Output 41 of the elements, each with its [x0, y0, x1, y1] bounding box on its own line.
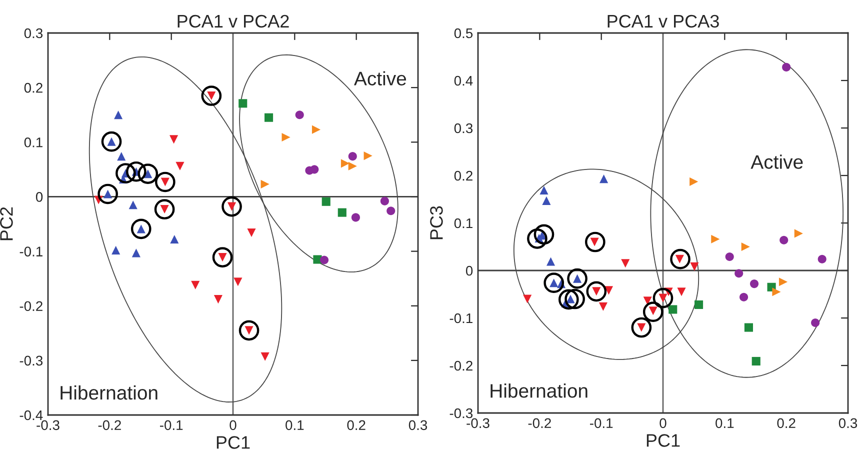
x-tick-label: 0.2: [777, 418, 796, 428]
x-tick-label: 0: [660, 418, 666, 428]
y-tick-label: -0.1: [450, 313, 472, 324]
x-tick-label: -0.1: [590, 418, 613, 428]
x-tick-label: 0.3: [838, 418, 858, 428]
annotation: Hibernation: [490, 383, 588, 398]
y-tick-label: 0.4: [454, 76, 473, 86]
x-tick-label: -0.3: [36, 420, 60, 430]
y-tick-label: -0.4: [20, 410, 43, 420]
y-tick-label: 0.3: [24, 28, 43, 38]
x-tick-label: 0.3: [408, 420, 428, 430]
y-tick-label: -0.2: [450, 360, 472, 371]
chart-title: PCA1 v PCA3: [608, 14, 719, 28]
y-tick-label: -0.3: [20, 356, 43, 366]
x-tick-label: 0.2: [347, 420, 366, 430]
x-tick-label: -0.2: [98, 420, 121, 430]
y-tick-label: -0.3: [450, 408, 473, 418]
y-tick-label: 0: [466, 266, 473, 276]
y-tick-label: 0.1: [454, 218, 472, 228]
x-axis-title: PC1: [646, 434, 680, 447]
x-axis-title: PC1: [216, 436, 250, 449]
annotation: Active: [354, 71, 406, 86]
y-tick-label: 0.1: [24, 137, 42, 148]
x-tick-label: 0: [230, 420, 236, 430]
y-tick-label: -0.2: [20, 301, 42, 312]
y-tick-label: 0.2: [24, 82, 42, 93]
annotation: Hibernation: [60, 385, 158, 400]
y-tick-label: -0.1: [20, 246, 42, 256]
x-tick-label: -0.2: [528, 418, 551, 428]
y-tick-label: 0.2: [454, 170, 472, 181]
y-axis-title: PC3: [430, 206, 443, 240]
y-tick-label: 0: [36, 192, 43, 202]
y-axis-title: PC2: [0, 207, 13, 240]
y-tick-label: 0.3: [454, 123, 473, 134]
chart-title: PCA1 v PCA2: [178, 14, 289, 28]
x-tick-label: 0.1: [286, 420, 304, 430]
x-tick-label: -0.3: [466, 418, 490, 428]
x-tick-label: 0.1: [716, 418, 734, 428]
annotation: Active: [750, 154, 803, 169]
y-tick-label: 0.5: [454, 28, 473, 38]
x-tick-label: -0.1: [160, 420, 183, 430]
